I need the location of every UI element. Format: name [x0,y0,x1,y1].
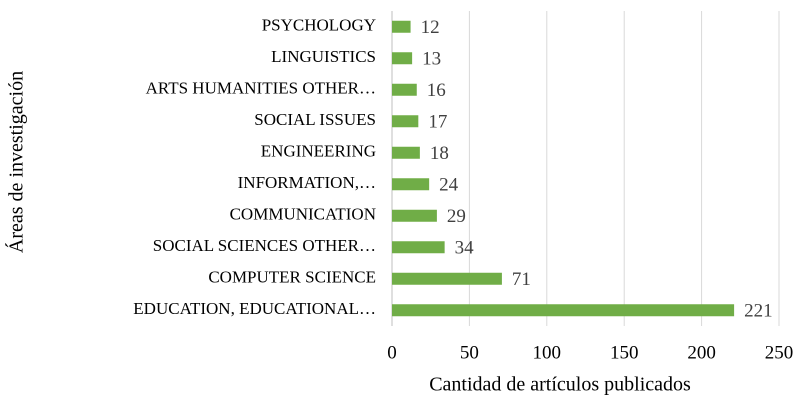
x-tick-label: 200 [687,342,716,363]
bar [392,241,445,254]
data-label: 29 [447,206,466,227]
data-label: 24 [439,175,459,196]
data-label: 17 [428,112,447,133]
x-tick-label: 0 [387,342,397,363]
y-tick-label: PSYCHOLOGY [262,16,376,35]
y-tick-label: COMPUTER SCIENCE [208,268,376,287]
bar [392,83,417,96]
y-tick-label: ENGINEERING [261,142,376,161]
data-label: 34 [455,238,475,259]
data-label: 13 [422,49,441,70]
bar [392,209,437,222]
bar [392,115,419,128]
bar [392,146,420,159]
y-axis-title: Áreas de investigación [5,71,28,253]
y-tick-label: SOCIAL ISSUES [254,110,376,129]
y-tick-label: EDUCATION, EDUCATIONAL… [133,299,376,318]
x-tick-label: 150 [610,342,639,363]
bar [392,272,502,285]
y-tick-label: LINGUISTICS [271,47,376,66]
data-label: 16 [427,80,446,101]
x-tick-label: 50 [460,342,479,363]
data-label: 221 [744,301,773,322]
y-tick-label: SOCIAL SCIENCES OTHER… [153,236,376,255]
x-axis-title: Cantidad de artículos publicados [429,374,691,396]
y-tick-label: COMMUNICATION [230,205,376,224]
data-label: 71 [512,269,531,290]
x-tick-label: 100 [533,342,562,363]
data-label: 12 [421,17,440,38]
bar [392,52,413,65]
bar [392,20,411,33]
bar [392,178,430,191]
data-label: 18 [430,143,449,164]
x-tick-label: 250 [765,342,794,363]
bar [392,304,735,317]
y-tick-label: ARTS HUMANITIES OTHER… [146,79,376,98]
y-tick-label: INFORMATION,… [238,173,376,192]
